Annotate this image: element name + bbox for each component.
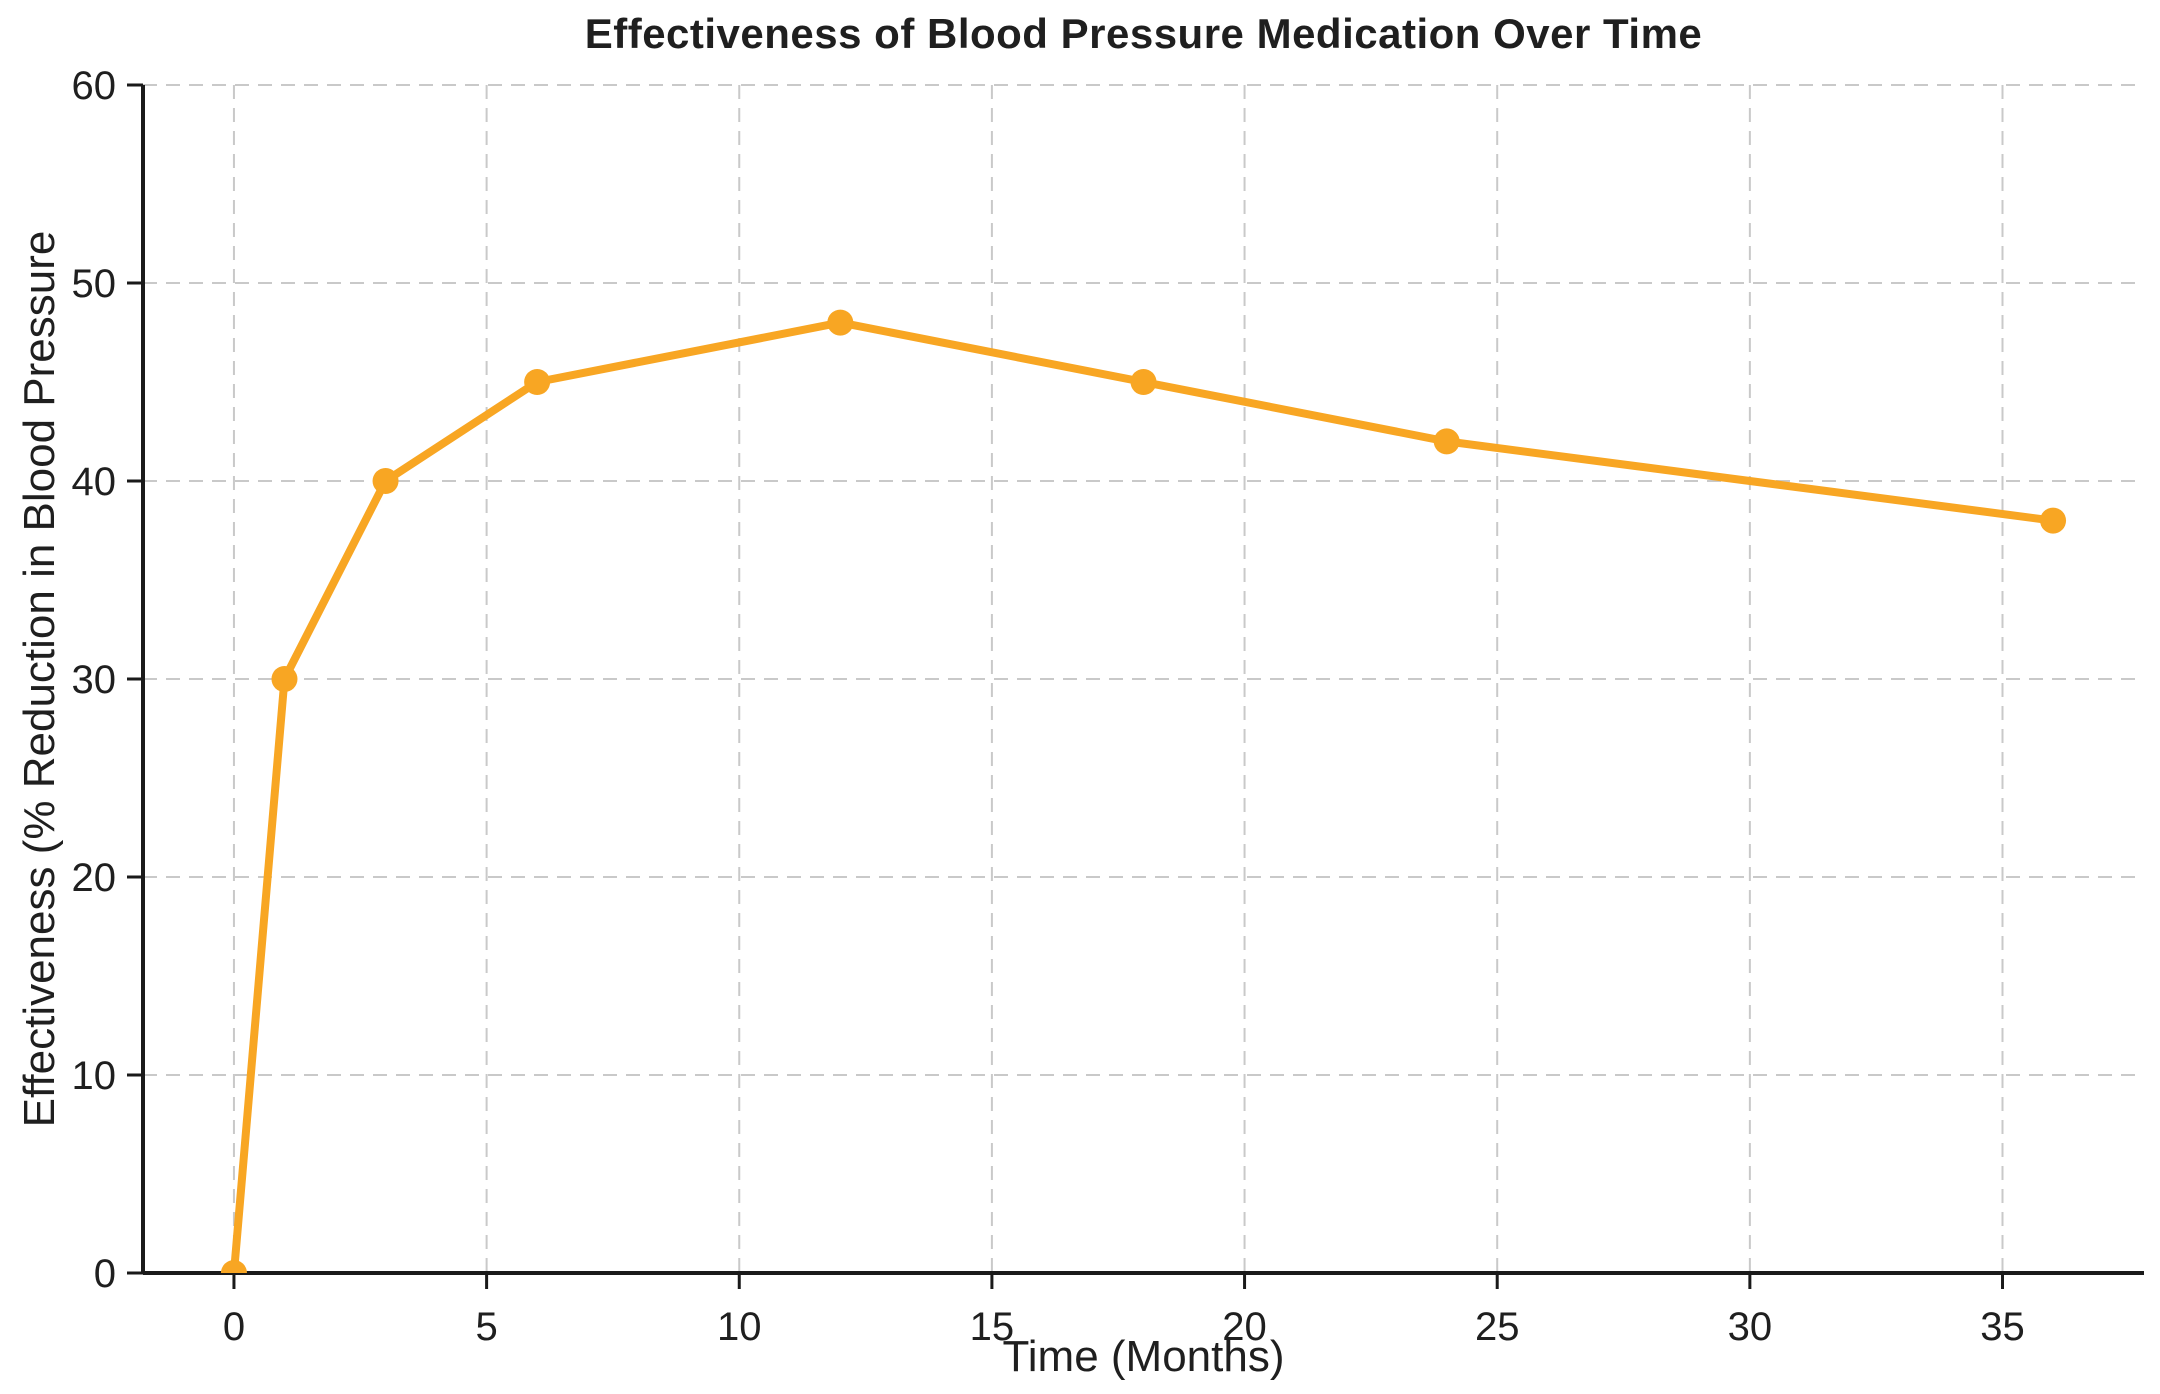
data-point [220,1260,247,1273]
data-point [2040,507,2067,534]
y-tick-label: 50 [72,262,117,306]
y-tick-label: 0 [94,1252,116,1296]
x-tick-label: 30 [1728,1305,1773,1349]
y-tick-label: 10 [72,1054,117,1098]
y-tick-label: 20 [72,856,117,900]
x-axis-label: Time (Months) [1002,1332,1285,1381]
x-tick-label: 5 [475,1305,497,1349]
y-tick-label: 60 [72,64,117,108]
data-point [827,309,854,336]
y-tick-label: 40 [72,460,117,504]
x-tick-label: 25 [1475,1305,1520,1349]
data-point [524,369,551,395]
data-point [1130,369,1157,395]
data-point [1433,428,1460,455]
trend-line [229,318,2058,1273]
x-tick-label: 20 [1222,1305,1267,1349]
x-tick-label: 15 [970,1305,1015,1349]
x-tick-label: 35 [1980,1305,2025,1349]
y-axis-label: Effectiveness (% Reduction in Blood Pres… [15,230,64,1128]
data-point [372,468,399,494]
x-tick-label: 10 [717,1305,762,1349]
chart-title: Effectiveness of Blood Pressure Medicati… [584,10,1703,57]
x-tick-label: 0 [223,1305,245,1349]
data-point [271,666,298,692]
y-tick-label: 30 [72,658,117,702]
